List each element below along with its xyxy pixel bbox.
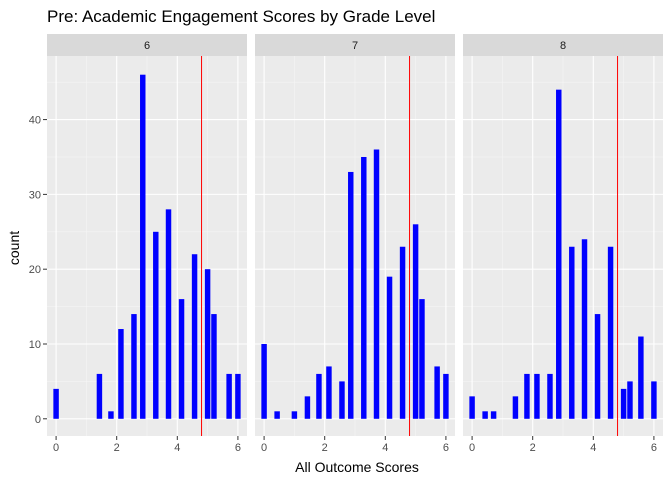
- bar: [274, 411, 280, 419]
- bar: [651, 381, 657, 419]
- facet-strip-label: 7: [352, 40, 358, 52]
- x-tick-label: 2: [322, 442, 328, 454]
- bar: [627, 381, 633, 419]
- bar: [326, 366, 332, 419]
- facet-panel-8: 8 0 2 4 6: [463, 34, 663, 454]
- facet-strip: [47, 34, 247, 56]
- y-axis-title: count: [6, 231, 22, 265]
- y-tick-label: 20: [29, 264, 41, 276]
- facet-panel-6: 6 0 2 4 6: [47, 34, 247, 454]
- bar: [482, 411, 488, 419]
- bar: [131, 314, 137, 419]
- y-tick-label: 30: [29, 189, 41, 201]
- facet-panels: 6 0 2 4 6 7 0 2 4 6 8 0 2 4 6: [47, 34, 663, 454]
- bar: [96, 373, 103, 419]
- bar: [547, 373, 553, 419]
- bar: [361, 156, 367, 419]
- bar: [291, 411, 298, 419]
- bar: [226, 373, 232, 419]
- facet-strip: [463, 34, 663, 56]
- bar: [607, 246, 614, 419]
- bar: [165, 209, 172, 419]
- y-axis: 0 10 20 30 40: [29, 115, 47, 426]
- bar: [524, 373, 530, 419]
- bar: [348, 171, 354, 419]
- bar: [556, 89, 562, 419]
- facet-strip-label: 8: [560, 40, 566, 52]
- bar: [620, 388, 627, 419]
- x-tick-label: 4: [590, 442, 596, 454]
- bar: [594, 314, 601, 419]
- x-tick-label: 6: [443, 442, 449, 454]
- bar: [534, 373, 540, 419]
- bar: [399, 246, 406, 419]
- bar: [118, 329, 124, 419]
- chart-title: Pre: Academic Engagement Scores by Grade…: [47, 7, 435, 26]
- bar: [140, 74, 146, 419]
- x-tick-label: 6: [651, 442, 657, 454]
- x-tick-label: 6: [235, 442, 241, 454]
- bar: [581, 239, 588, 419]
- bar: [469, 396, 475, 419]
- bar: [569, 246, 575, 419]
- bar: [211, 314, 217, 419]
- bar: [386, 276, 393, 419]
- y-tick-label: 40: [29, 115, 41, 127]
- bar: [412, 224, 419, 419]
- bar: [191, 254, 198, 419]
- bar: [53, 388, 59, 419]
- x-tick-label: 2: [114, 442, 120, 454]
- x-tick-label: 0: [469, 442, 475, 454]
- bar: [419, 299, 425, 419]
- facet-strip-label: 6: [144, 40, 150, 52]
- bar: [235, 373, 241, 419]
- bar: [204, 269, 211, 419]
- y-tick-label: 0: [35, 414, 41, 426]
- bar: [339, 381, 345, 419]
- x-axis-title: All Outcome Scores: [295, 459, 419, 475]
- x-tick-label: 0: [53, 442, 59, 454]
- facet-panel-7: 7 0 2 4 6: [255, 34, 455, 454]
- facet-strip: [255, 34, 455, 56]
- bar: [443, 373, 449, 419]
- bar: [178, 299, 185, 419]
- bar: [434, 366, 440, 419]
- bar: [261, 343, 267, 419]
- x-tick-label: 2: [530, 442, 536, 454]
- bar: [373, 149, 380, 419]
- bar: [490, 411, 497, 419]
- x-tick-label: 4: [382, 442, 388, 454]
- x-tick-label: 4: [174, 442, 180, 454]
- x-tick-label: 0: [261, 442, 267, 454]
- bar: [304, 396, 311, 419]
- bar: [316, 373, 322, 419]
- bar: [108, 411, 114, 419]
- bar: [638, 336, 644, 419]
- y-tick-label: 10: [29, 339, 41, 351]
- bar: [512, 396, 519, 419]
- bar: [153, 231, 159, 419]
